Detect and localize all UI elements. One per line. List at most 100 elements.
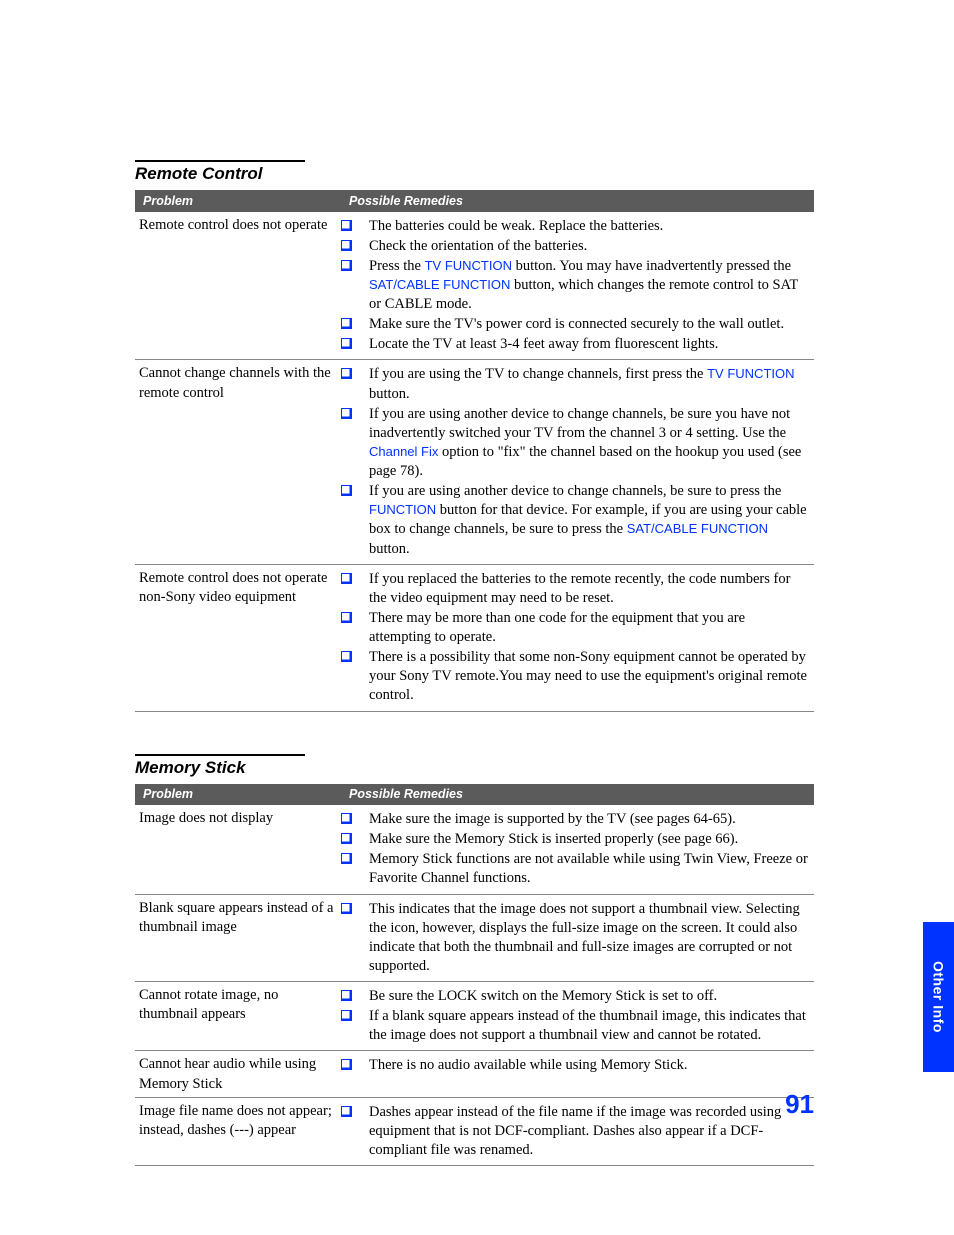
troubleshoot-table: ProblemPossible RemediesRemote control d… <box>135 190 814 712</box>
bullet-icon <box>341 240 352 251</box>
col-header-problem: Problem <box>135 190 341 212</box>
term-link[interactable]: SAT/CABLE FUNCTION <box>627 521 768 536</box>
problem-cell: Image does not display <box>135 805 341 894</box>
table-row: Image file name does not appear; instead… <box>135 1097 814 1165</box>
bullet-icon <box>341 612 352 623</box>
bullet-icon <box>341 651 352 662</box>
table-row: Remote control does not operate The batte… <box>135 212 814 360</box>
remedy-text: button. You may have inadvertently press… <box>512 258 791 274</box>
remedy-item: Dashes appear instead of the file name i… <box>341 1103 808 1160</box>
remedy-item: Make sure the image is supported by the … <box>341 810 808 829</box>
remedy-item: There is a possibility that some non-Son… <box>341 648 808 705</box>
bullet-icon <box>341 485 352 496</box>
remedy-item: There may be more than one code for the … <box>341 609 808 647</box>
remedy-item: Make sure the TV's power cord is connect… <box>341 315 808 334</box>
bullet-icon <box>341 1010 352 1021</box>
bullet-icon <box>341 1106 352 1117</box>
remedy-item: If you are using another device to chang… <box>341 482 808 559</box>
remedies-cell: The batteries could be weak. Replace the… <box>341 212 814 360</box>
remedy-item: If you are using the TV to change channe… <box>341 365 808 403</box>
remedy-text: Dashes appear instead of the file name i… <box>369 1104 781 1158</box>
bullet-icon <box>341 408 352 419</box>
remedy-text: button. <box>369 541 410 557</box>
problem-cell: Cannot change channels with the remote c… <box>135 360 341 564</box>
bullet-icon <box>341 338 352 349</box>
bullet-icon <box>341 220 352 231</box>
bullet-icon <box>341 260 352 271</box>
table-row: Cannot change channels with the remote c… <box>135 360 814 564</box>
bullet-icon <box>341 990 352 1001</box>
term-link[interactable]: FUNCTION <box>369 502 436 517</box>
side-tab-other-info: Other Info <box>923 922 954 1072</box>
bullet-icon <box>341 833 352 844</box>
remedy-text: If a blank square appears instead of the… <box>369 1008 806 1043</box>
table-row: Cannot hear audio while using Memory Sti… <box>135 1051 814 1097</box>
remedy-text: Locate the TV at least 3-4 feet away fro… <box>369 336 718 352</box>
remedy-text: If you are using another device to chang… <box>369 406 790 441</box>
remedies-cell: There is no audio available while using … <box>341 1051 814 1097</box>
remedies-cell: Be sure the LOCK switch on the Memory St… <box>341 982 814 1051</box>
remedy-text: If you replaced the batteries to the rem… <box>369 571 790 606</box>
table-row: Image does not display Make sure the imag… <box>135 805 814 894</box>
section-title: Memory Stick <box>135 758 814 778</box>
section-title: Remote Control <box>135 164 814 184</box>
bullet-icon <box>341 573 352 584</box>
bullet-icon <box>341 318 352 329</box>
problem-cell: Remote control does not operate <box>135 212 341 360</box>
term-link[interactable]: TV FUNCTION <box>425 258 512 273</box>
bullet-icon <box>341 813 352 824</box>
term-link[interactable]: SAT/CABLE FUNCTION <box>369 277 510 292</box>
remedy-text: This indicates that the image does not s… <box>369 901 800 974</box>
problem-cell: Cannot hear audio while using Memory Sti… <box>135 1051 341 1097</box>
remedy-item: Memory Stick functions are not available… <box>341 850 808 888</box>
remedy-item: If a blank square appears instead of the… <box>341 1007 808 1045</box>
remedy-text: Be sure the LOCK switch on the Memory St… <box>369 988 717 1004</box>
remedy-item: The batteries could be weak. Replace the… <box>341 217 808 236</box>
remedy-text: If you are using the TV to change channe… <box>369 366 707 382</box>
remedy-text: Press the <box>369 258 425 274</box>
remedy-item: This indicates that the image does not s… <box>341 900 808 977</box>
page-number: 91 <box>785 1089 814 1120</box>
remedy-item: Be sure the LOCK switch on the Memory St… <box>341 987 808 1006</box>
remedy-text: Memory Stick functions are not available… <box>369 851 808 886</box>
problem-cell: Blank square appears instead of a thumbn… <box>135 894 341 982</box>
remedy-item: Locate the TV at least 3-4 feet away fro… <box>341 335 808 354</box>
remedy-text: There is no audio available while using … <box>369 1057 688 1073</box>
remedy-text: There may be more than one code for the … <box>369 610 745 645</box>
remedy-text: The batteries could be weak. Replace the… <box>369 218 663 234</box>
remedy-item: Check the orientation of the batteries. <box>341 237 808 256</box>
problem-cell: Cannot rotate image, no thumbnail appear… <box>135 982 341 1051</box>
remedies-cell: Make sure the image is supported by the … <box>341 805 814 894</box>
remedy-text: Make sure the Memory Stick is inserted p… <box>369 831 738 847</box>
bullet-icon <box>341 368 352 379</box>
remedy-item: If you are using another device to chang… <box>341 405 808 482</box>
remedy-item: Press the TV FUNCTION button. You may ha… <box>341 257 808 314</box>
remedy-text: There is a possibility that some non-Son… <box>369 649 807 703</box>
side-tab-label: Other Info <box>931 961 947 1033</box>
remedy-item: There is no audio available while using … <box>341 1056 808 1075</box>
table-row: Cannot rotate image, no thumbnail appear… <box>135 982 814 1051</box>
term-link[interactable]: Channel Fix <box>369 444 438 459</box>
remedy-text: Make sure the TV's power cord is connect… <box>369 316 784 332</box>
bullet-icon <box>341 903 352 914</box>
problem-cell: Image file name does not appear; instead… <box>135 1097 341 1165</box>
table-row: Blank square appears instead of a thumbn… <box>135 894 814 982</box>
term-link[interactable]: TV FUNCTION <box>707 366 794 381</box>
col-header-remedies: Possible Remedies <box>341 190 814 212</box>
remedy-item: Make sure the Memory Stick is inserted p… <box>341 830 808 849</box>
col-header-problem: Problem <box>135 784 341 806</box>
problem-cell: Remote control does not operate non-Sony… <box>135 564 341 711</box>
bullet-icon <box>341 853 352 864</box>
remedy-text: Check the orientation of the batteries. <box>369 238 587 254</box>
remedy-text: If you are using another device to chang… <box>369 483 781 499</box>
remedies-cell: If you replaced the batteries to the rem… <box>341 564 814 711</box>
table-row: Remote control does not operate non-Sony… <box>135 564 814 711</box>
troubleshoot-table: ProblemPossible RemediesImage does not d… <box>135 784 814 1167</box>
bullet-icon <box>341 1059 352 1070</box>
remedy-text: Make sure the image is supported by the … <box>369 811 736 827</box>
remedies-cell: If you are using the TV to change channe… <box>341 360 814 564</box>
remedies-cell: This indicates that the image does not s… <box>341 894 814 982</box>
remedies-cell: Dashes appear instead of the file name i… <box>341 1097 814 1165</box>
page-content: Remote ControlProblemPossible RemediesRe… <box>0 0 954 1166</box>
col-header-remedies: Possible Remedies <box>341 784 814 806</box>
